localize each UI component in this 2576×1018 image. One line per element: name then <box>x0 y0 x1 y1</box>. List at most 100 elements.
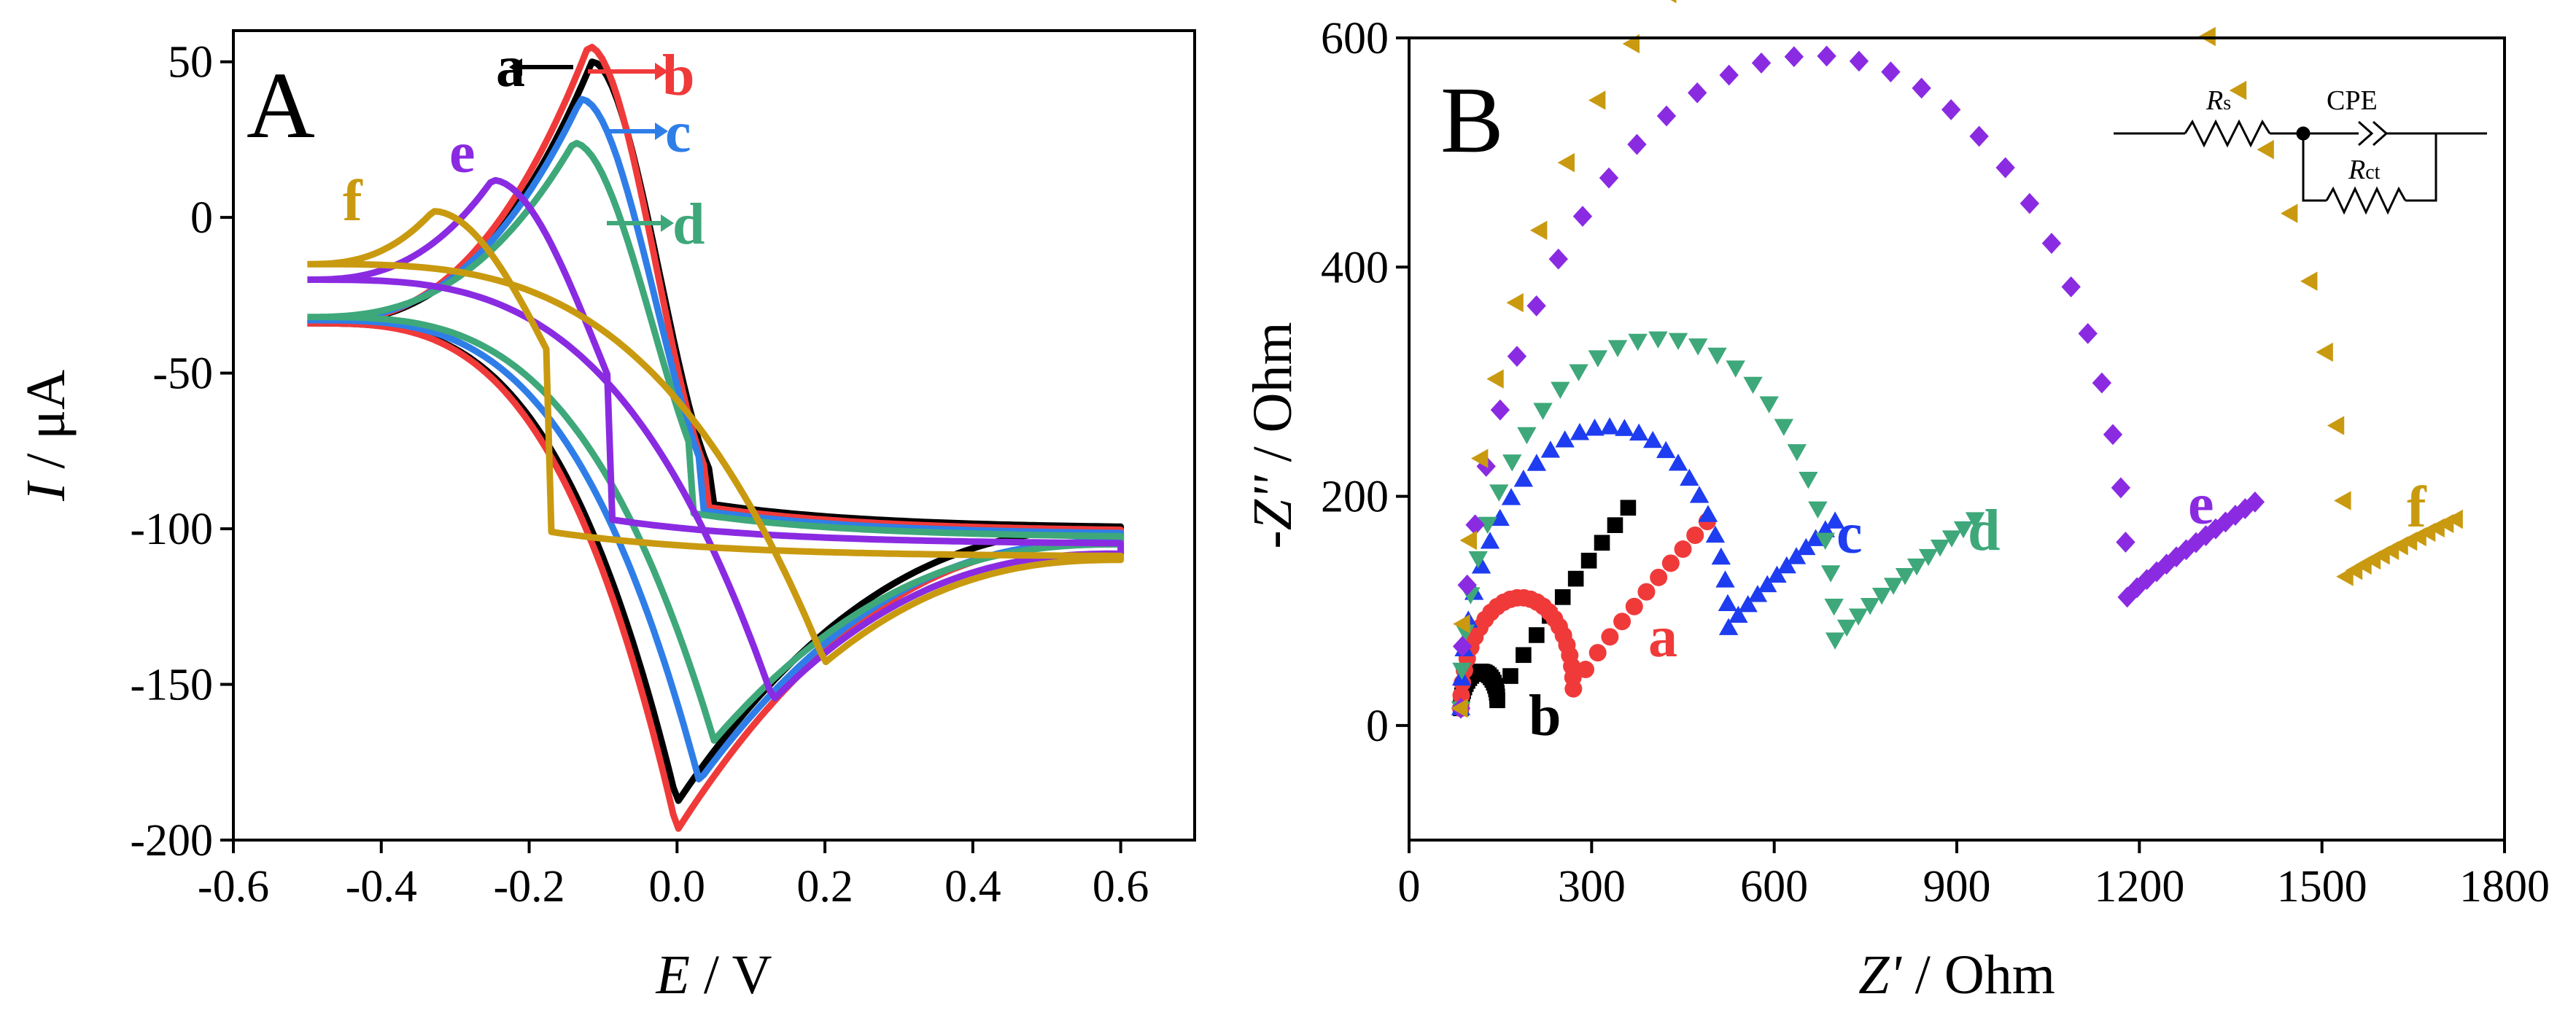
nyquist-point-d <box>1787 444 1807 462</box>
nyquist-point-e <box>1452 636 1473 657</box>
nyquist-point-e <box>2078 322 2098 344</box>
nyquist-point-d <box>1452 662 1472 680</box>
nyquist-point-d <box>1918 548 1939 567</box>
nyquist-point-d <box>1906 558 1927 576</box>
nyquist-point-d <box>1743 376 1763 395</box>
cv-curve-b <box>307 44 1125 832</box>
nyquist-point-c <box>1689 486 1710 503</box>
b-xtick-label: 600 <box>1740 862 1808 912</box>
nyquist-point-d <box>1489 484 1509 502</box>
nyquist-point-e <box>1548 248 1568 270</box>
nyquist-point-d <box>1930 540 1950 557</box>
nyquist-point-d <box>1799 471 1818 489</box>
nyquist-point-b <box>1489 692 1505 709</box>
a-xtick-label: 0.0 <box>649 862 706 912</box>
circuit-cpe-symbol <box>2358 120 2389 147</box>
b-ytick-label: 0 <box>1366 702 1389 751</box>
nyquist-point-e <box>2245 491 2265 513</box>
nyquist-point-d <box>1569 364 1588 381</box>
nyquist-point-e <box>1507 346 1527 368</box>
nyquist-label-a: a <box>1648 605 1677 669</box>
nyquist-point-e <box>1526 295 1546 316</box>
nyquist-point-d <box>1824 599 1844 616</box>
cv-label-f: f <box>343 169 363 233</box>
nyquist-point-b <box>1529 627 1545 643</box>
nyquist-point-e <box>1572 206 1593 228</box>
a-xtick-label: 0.4 <box>944 862 1001 912</box>
panel-b-xlabel: Z' / Ohm <box>1858 944 2055 1006</box>
nyquist-point-c <box>1796 537 1816 556</box>
nyquist-point-c <box>1718 594 1738 612</box>
cv-label-c: c <box>665 101 691 165</box>
nyquist-point-d <box>1588 350 1608 368</box>
nyquist-point-e <box>2061 276 2081 298</box>
b-xtick-label: 900 <box>1923 862 1991 912</box>
nyquist-point-d <box>1468 551 1488 569</box>
panel-b-ylabel: -Z'' / Ohm <box>1242 322 1303 548</box>
panel-a-plot-frame <box>232 29 1196 842</box>
nyquist-point-d <box>1707 347 1727 365</box>
nyquist-point-c <box>1615 419 1634 436</box>
panel-a-cv-plot: -0.6 -0.4 -0.2 0.0 0.2 0.4 0.6 50 0 -50 -100 -150 -2… <box>15 29 1196 1006</box>
nyquist-point-e <box>1599 167 1619 189</box>
nyquist-point-d <box>1965 512 1985 529</box>
panel-b-nyquist-plot: 0 300 600 900 1200 1500 1800 600 400 200 0 B b a c d e… <box>1242 0 2550 1006</box>
panel-a-letter: A <box>247 53 315 158</box>
nyquist-point-c <box>1825 511 1845 529</box>
cv-label-e: e <box>449 121 476 185</box>
cv-arrowhead-d <box>661 214 674 232</box>
nyquist-point-e <box>1656 105 1677 127</box>
b-xtick-label: 300 <box>1558 862 1626 912</box>
nyquist-point-c <box>1777 556 1796 574</box>
circuit-branch-left <box>2302 133 2327 202</box>
nyquist-point-a <box>1576 661 1594 679</box>
nyquist-point-e <box>1881 61 1901 83</box>
circuit-label-rct: Rct <box>2348 155 2381 185</box>
nyquist-point-c <box>1718 618 1739 635</box>
nyquist-label-d: d <box>1968 499 2001 563</box>
panel-a-curves <box>307 44 1125 832</box>
nyquist-point-c <box>1668 454 1688 471</box>
nyquist-point-f <box>2229 80 2247 101</box>
b-ytick-label: 600 <box>1321 14 1389 63</box>
nyquist-point-b <box>1620 500 1637 516</box>
nyquist-point-d <box>1688 338 1708 356</box>
nyquist-point-c <box>1555 430 1575 448</box>
b-xtick-label: 1200 <box>2094 862 2184 912</box>
nyquist-point-e <box>1784 46 1804 68</box>
nyquist-point-d <box>1533 403 1553 420</box>
nyquist-point-f <box>2327 416 2345 435</box>
nyquist-point-e <box>1912 77 1931 99</box>
a-xtick-label: -0.2 <box>493 862 565 912</box>
nyquist-point-b <box>1502 668 1518 684</box>
nyquist-point-c <box>1705 525 1726 543</box>
nyquist-point-d <box>1502 454 1522 472</box>
nyquist-point-d <box>1895 567 1915 586</box>
circuit-branch-right <box>2405 133 2437 202</box>
nyquist-point-d <box>1551 381 1570 399</box>
nyquist-point-e <box>1465 514 1485 536</box>
nyquist-point-b <box>1607 517 1623 533</box>
nyquist-point-c <box>1642 430 1663 448</box>
nyquist-point-d <box>1883 578 1904 595</box>
nyquist-point-f <box>1557 152 1575 173</box>
nyquist-point-c <box>1513 470 1534 487</box>
nyquist-point-c <box>1526 454 1547 471</box>
nyquist-point-c <box>1747 585 1768 602</box>
nyquist-point-e <box>1941 99 1961 120</box>
nyquist-point-d <box>1815 532 1835 550</box>
nyquist-point-f <box>2280 203 2298 223</box>
nyquist-point-e <box>1969 125 1989 147</box>
nyquist-point-f <box>2316 342 2333 362</box>
nyquist-point-e <box>1687 82 1707 104</box>
nyquist-point-f <box>2334 491 2351 510</box>
nyquist-point-d <box>1478 516 1497 535</box>
cv-curve-e <box>307 176 1125 702</box>
b-xtick-label: 1800 <box>2459 862 2550 912</box>
a-xtick-label: 0.2 <box>796 862 853 912</box>
nyquist-point-d <box>1953 521 1974 539</box>
nyquist-point-c <box>1757 575 1777 593</box>
nyquist-point-c <box>1656 440 1676 459</box>
cv-curve-f <box>307 208 1125 666</box>
a-ytick-label: -150 <box>130 661 213 710</box>
